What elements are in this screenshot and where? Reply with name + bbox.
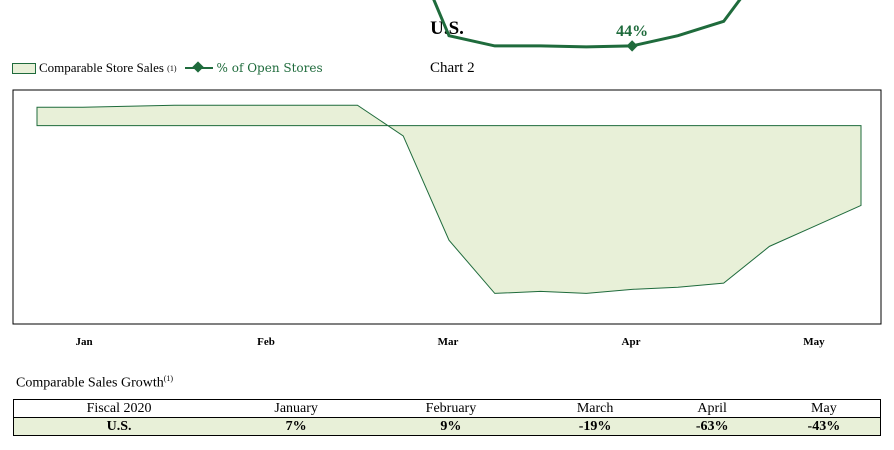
header-cell: March [533,399,657,418]
x-tick-label: May [803,336,825,348]
x-tick-label: Feb [257,336,275,348]
data-cell: 7% [224,417,369,436]
x-tick-label: Mar [438,336,459,348]
chart-subtitle: Chart 2 [430,60,475,76]
x-tick-label: Jan [75,336,92,348]
growth-table-row: U.S. 7% 9% -19% -63% -43% [13,417,881,436]
growth-table-title: Comparable Sales Growth(1) [16,374,173,392]
growth-title-footnote: (1) [163,374,174,383]
data-cell: 9% [368,417,534,436]
plot-frame [12,89,882,325]
data-cell: U.S. [13,417,225,436]
legend-line-marker-icon [184,62,213,74]
growth-title-text: Comparable Sales Growth [16,375,164,391]
line-marker [626,40,638,52]
data-label: 44% [616,23,648,40]
legend-label-open-stores: % of Open Stores [216,61,323,75]
data-cell: -43% [767,417,881,436]
legend-footnote: (1) [167,63,177,73]
header-cell: April [656,399,768,418]
legend: Comparable Store Sales (1) % of Open Sto… [12,60,323,76]
legend-label-comparable-sales: Comparable Store Sales [39,60,164,75]
line-open-stores [432,0,742,49]
area-comparable-store-sales [36,104,862,294]
header-cell: January [224,399,369,418]
data-cell: -63% [656,417,768,436]
growth-table-header-row: Fiscal 2020 January February March April… [13,399,881,418]
growth-table: Fiscal 2020 January February March April… [13,399,881,436]
header-cell: Fiscal 2020 [13,399,225,418]
x-tick-label: Apr [622,336,641,348]
header-cell: February [368,399,534,418]
header-cell: May [767,399,881,418]
data-cell: -19% [533,417,657,436]
legend-area-swatch [12,62,36,74]
